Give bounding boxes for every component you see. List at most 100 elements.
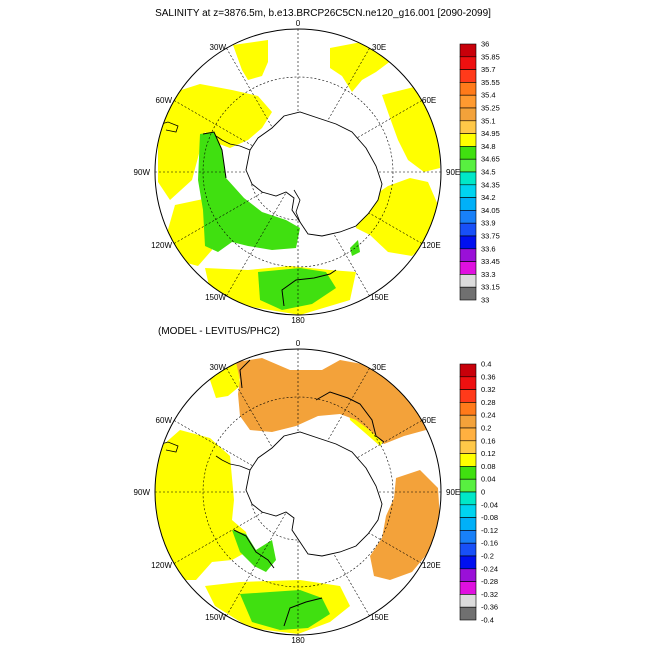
bottom-colorbar-swatch-7: [459, 453, 477, 467]
bottom-colorbar-label-4: 0.24: [481, 411, 496, 420]
bottom-colorbar-label-11: -0.04: [481, 500, 498, 509]
bottom-colorbar-label-16: -0.24: [481, 564, 498, 573]
bottom-colorbar-swatch-18: [459, 594, 477, 608]
top-peninsula-coast: [215, 135, 251, 151]
bottom-colorbar-label-0: 0.4: [481, 360, 491, 369]
bottom-colorbar-swatch-13: [459, 530, 477, 544]
bottom-colorbar-swatch-2: [459, 389, 477, 403]
bottom-colorbar-label-8: 0.08: [481, 462, 496, 471]
bottom-lon-120w: 120W: [151, 561, 172, 570]
top-colorbar-label-17: 33.45: [481, 257, 500, 266]
top-lon-0: 0: [296, 19, 301, 28]
top-colorbar-label-4: 35.4: [481, 91, 496, 100]
top-contour-west: [202, 131, 227, 179]
bottom-colorbar-swatch-10: [459, 491, 477, 506]
bottom-colorbar-label-3: 0.28: [481, 398, 496, 407]
bottom-colorbar-swatch-0: [459, 363, 477, 378]
top-lon-120w: 120W: [151, 241, 172, 250]
top-colorbar-label-0: 36: [481, 40, 489, 49]
bottom-lon-90e: 90E: [446, 488, 460, 497]
bottom-lon-60e: 60E: [422, 416, 436, 425]
top-green-region-south: [258, 268, 336, 310]
top-lon-60e: 60E: [422, 96, 436, 105]
top-colorbar-swatch-7: [459, 133, 477, 147]
bottom-colorbar-swatch-19: [459, 606, 477, 621]
top-colorbar-label-15: 33.75: [481, 232, 500, 241]
bottom-panel-title: (MODEL - LEVITUS/PHC2): [158, 326, 280, 337]
top-colorbar-label-13: 34.05: [481, 206, 500, 215]
bottom-orange-region-east: [370, 470, 440, 580]
bottom-contour-ne: [315, 391, 385, 443]
bottom-colorbar-swatch-8: [459, 466, 477, 480]
bottom-colorbar-swatch-12: [459, 517, 477, 531]
top-colorbar-swatch-10: [459, 171, 477, 186]
bottom-colorbar-label-6: 0.16: [481, 436, 496, 445]
bottom-colorbar-label-17: -0.28: [481, 577, 498, 586]
bottom-panel: (MODEL - LEVITUS/PHC2): [134, 326, 499, 645]
bottom-lon-180: 180: [291, 636, 305, 645]
bottom-colorbar-label-2: 0.32: [481, 385, 496, 394]
top-colorbar-swatch-14: [459, 222, 477, 237]
bottom-colorbar-swatch-3: [459, 402, 477, 416]
top-colorbar-label-8: 34.8: [481, 142, 496, 151]
top-colorbar-label-6: 35.1: [481, 116, 496, 125]
top-colorbar-swatch-6: [459, 120, 477, 134]
bottom-colorbar-label-15: -0.2: [481, 552, 494, 561]
bottom-colorbar-label-7: 0.12: [481, 449, 496, 458]
bottom-orange-region-north: [236, 358, 426, 444]
top-colorbar-swatch-9: [459, 158, 477, 173]
bottom-colorbar-swatch-11: [459, 504, 477, 518]
top-colorbar-label-3: 35.55: [481, 78, 500, 87]
top-panel-title: SALINITY at z=3876.5m, b.e13.BRCP26C5CN.…: [155, 8, 491, 19]
bottom-colorbar-swatch-17: [459, 581, 477, 595]
top-colorbar-label-10: 34.5: [481, 168, 496, 177]
top-antarctica-coastline: [245, 111, 383, 237]
bottom-contour-south: [283, 597, 323, 627]
bottom-lon-150w: 150W: [205, 613, 226, 622]
bottom-lon-90w: 90W: [134, 488, 151, 497]
top-lon-90e: 90E: [446, 168, 460, 177]
top-colorbar-label-20: 33: [481, 296, 489, 305]
bottom-lon-0: 0: [296, 339, 301, 348]
bottom-colorbar-label-20: -0.4: [481, 616, 494, 625]
top-lon-30w: 30W: [210, 43, 227, 52]
top-colorbar-label-16: 33.6: [481, 244, 496, 253]
bottom-lon-120e: 120E: [422, 561, 441, 570]
top-colorbar: 36 35.85 35.7 35.55 35.4 35.25 35.1 34.95 34.8 34…: [459, 40, 500, 305]
top-colorbar-swatch-4: [459, 94, 477, 109]
top-lon-150e: 150E: [370, 293, 389, 302]
top-colorbar-swatch-1: [459, 56, 477, 70]
bottom-peninsula-coast: [215, 455, 251, 471]
bottom-green-region-south: [240, 590, 330, 630]
bottom-colorbar-swatch-5: [459, 427, 477, 442]
top-colorbar-label-19: 33.15: [481, 283, 500, 292]
top-colorbar-swatch-0: [459, 43, 477, 58]
top-lon-90w: 90W: [134, 168, 151, 177]
top-colorbar-label-5: 35.25: [481, 104, 500, 113]
top-yellow-region-north: [233, 40, 268, 80]
top-colorbar-label-1: 35.85: [481, 52, 500, 61]
top-lon-180: 180: [291, 316, 305, 325]
top-lon-150w: 150W: [205, 293, 226, 302]
bottom-colorbar-swatch-14: [459, 542, 477, 557]
top-colorbar-label-2: 35.7: [481, 65, 496, 74]
top-colorbar-swatch-17: [459, 261, 477, 275]
top-colorbar-swatch-11: [459, 184, 477, 198]
top-colorbar-swatch-2: [459, 69, 477, 83]
bottom-colorbar-swatch-1: [459, 376, 477, 390]
bottom-lon-60w: 60W: [156, 416, 173, 425]
bottom-yellow-region-west: [155, 430, 250, 580]
bottom-map: [155, 349, 441, 635]
bottom-colorbar: 0.4 0.36 0.32 0.28 0.24 0.2 0.16 0.12 0.08 0.04 0 -…: [459, 360, 498, 625]
top-ross-sea-coast: [293, 189, 301, 223]
top-colorbar-label-12: 34.2: [481, 193, 496, 202]
bottom-lon-30w: 30W: [210, 363, 227, 372]
bottom-map-border: [154, 348, 442, 636]
top-green-region-east-spot: [350, 240, 360, 256]
top-colorbar-swatch-3: [459, 82, 477, 96]
bottom-colorbar-label-12: -0.08: [481, 513, 498, 522]
bottom-lon-labels: 0 30E 60E 90E 120E 150E 180 150W 120W 90…: [134, 339, 461, 645]
bottom-colorbar-swatch-16: [459, 568, 477, 582]
bottom-colorbar-swatch-9: [459, 478, 477, 493]
